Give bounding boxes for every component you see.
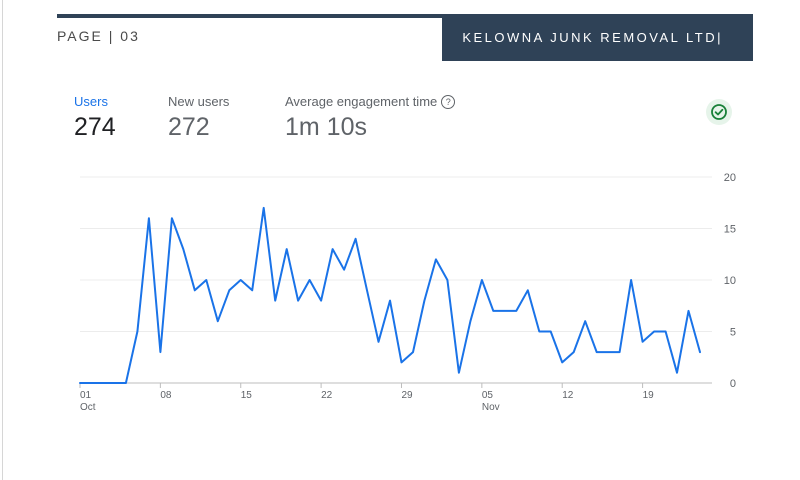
y-tick-label: 20 [724, 172, 736, 184]
data-point [446, 279, 448, 281]
series-line-users [79, 206, 701, 384]
x-tick-label: 12 [562, 390, 574, 401]
data-point [400, 361, 402, 363]
data-point [469, 320, 471, 322]
data-point [584, 320, 586, 322]
data-point [148, 217, 150, 219]
data-point [561, 361, 563, 363]
data-point [274, 299, 276, 301]
data-point [251, 289, 253, 291]
data-point [481, 279, 483, 281]
data-point [664, 330, 666, 332]
data-point [573, 351, 575, 353]
y-tick-label: 0 [730, 378, 736, 390]
data-point [641, 341, 643, 343]
data-point [630, 279, 632, 281]
data-point [90, 382, 92, 384]
x-tick-label: 15 [241, 390, 253, 401]
data-point [550, 330, 552, 332]
page-border [2, 0, 3, 480]
metric-new-users-value: 272 [168, 113, 210, 141]
data-point [125, 382, 127, 384]
header-rule [57, 14, 753, 18]
data-point [228, 289, 230, 291]
data-point [595, 351, 597, 353]
data-point [263, 207, 265, 209]
data-point [343, 269, 345, 271]
metric-users-label: Users [74, 94, 108, 109]
metric-users[interactable]: Users 274 [74, 94, 116, 142]
data-point [377, 341, 379, 343]
data-point [171, 217, 173, 219]
help-icon[interactable]: ? [441, 95, 456, 109]
data-point [492, 310, 494, 312]
data-point [354, 238, 356, 240]
metric-engagement-time[interactable]: Average engagement time? 1m 10s [285, 94, 456, 142]
data-point [136, 330, 138, 332]
metric-users-value: 274 [74, 113, 116, 141]
data-point [423, 299, 425, 301]
x-tick-label: 22 [321, 390, 333, 401]
x-tick-label: 19 [643, 390, 655, 401]
x-tick-label: 01 [80, 390, 92, 401]
data-point [102, 382, 104, 384]
data-point [113, 382, 115, 384]
data-point [527, 289, 529, 291]
x-tick-month-label: Oct [80, 402, 96, 413]
data-point [308, 279, 310, 281]
y-tick-label: 15 [724, 224, 736, 236]
metric-new-users[interactable]: New users 272 [168, 94, 229, 142]
metric-new-users-label: New users [168, 94, 230, 109]
metric-engagement-label: Average engagement time [285, 94, 438, 109]
data-point [389, 299, 391, 301]
data-point [331, 248, 333, 250]
data-point [504, 310, 506, 312]
data-point [435, 258, 437, 260]
y-tick-label: 10 [724, 275, 736, 287]
x-tick-label: 05 [482, 390, 494, 401]
check-circle-icon[interactable] [706, 99, 732, 125]
data-point [240, 279, 242, 281]
data-point [366, 289, 368, 291]
data-point [159, 351, 161, 353]
data-point [194, 289, 196, 291]
data-point [297, 299, 299, 301]
company-name: KELOWNA JUNK REMOVAL LTD| [462, 30, 723, 45]
data-point [205, 279, 207, 281]
data-point [687, 310, 689, 312]
data-point [182, 248, 184, 250]
data-point [79, 382, 81, 384]
data-point [653, 330, 655, 332]
data-point [412, 351, 414, 353]
x-tick-month-label: Nov [482, 402, 500, 413]
x-tick-label: 08 [160, 390, 172, 401]
data-point [515, 310, 517, 312]
company-banner: KELOWNA JUNK REMOVAL LTD| [442, 14, 753, 61]
data-point [676, 372, 678, 374]
y-tick-label: 5 [730, 327, 736, 339]
metric-engagement-value: 1m 10s [285, 113, 367, 141]
data-point [320, 299, 322, 301]
data-point [217, 320, 219, 322]
data-point [699, 351, 701, 353]
data-point [538, 330, 540, 332]
page-label: PAGE | 03 [57, 28, 140, 44]
x-tick-label: 29 [401, 390, 413, 401]
data-point [618, 351, 620, 353]
data-point [458, 372, 460, 374]
data-point [607, 351, 609, 353]
data-point [285, 248, 287, 250]
